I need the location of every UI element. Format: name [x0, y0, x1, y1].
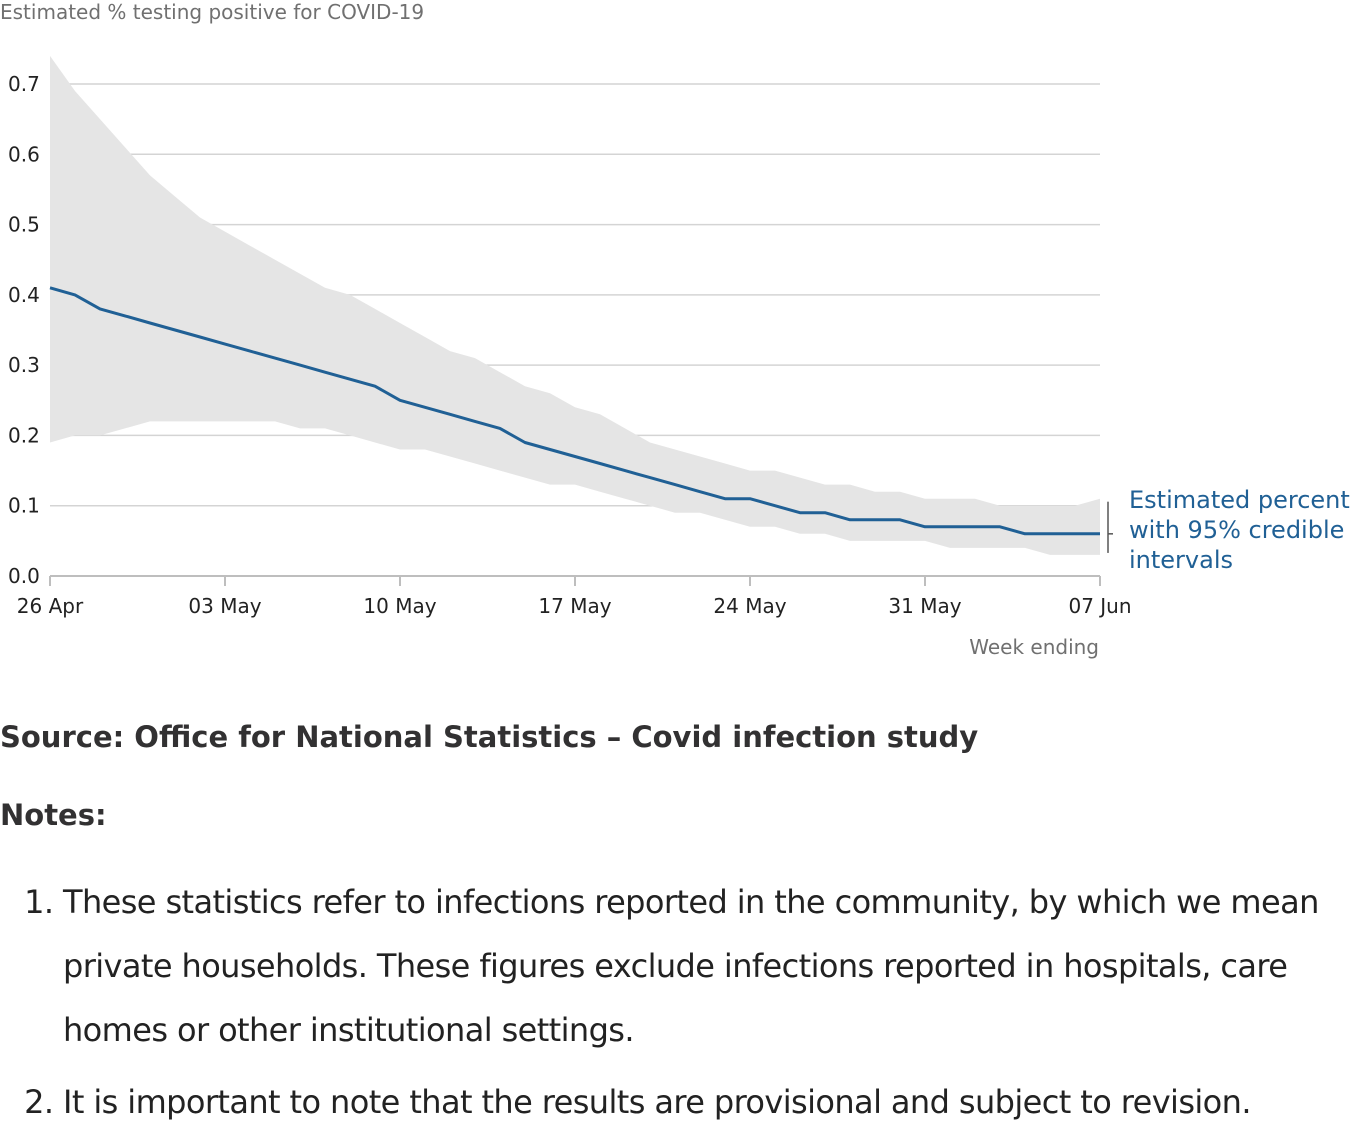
x-tick-label: 17 May: [538, 594, 611, 618]
y-tick-label: 0.6: [8, 142, 40, 166]
y-tick-label: 0.0: [8, 564, 40, 588]
x-tick-label: 26 Apr: [17, 594, 84, 618]
y-tick-label: 0.4: [8, 283, 40, 307]
y-axis: 0.0 0.1 0.2 0.3 0.4 0.5 0.6 0.7: [8, 72, 40, 588]
x-tick-label: 24 May: [713, 594, 786, 618]
notes-heading: Notes:: [0, 798, 107, 832]
note-item: It is important to note that the results…: [63, 1070, 1367, 1134]
chart: Estimated % testing positive for COVID-1…: [0, 0, 1350, 659]
y-tick-label: 0.3: [8, 353, 40, 377]
source-note: Source: Office for National Statistics –…: [0, 720, 979, 754]
annotation-line: Estimated percent: [1129, 486, 1350, 514]
estimate-line: [49, 286, 1100, 536]
y-tick-label: 0.7: [8, 72, 40, 96]
x-tick-label: 10 May: [363, 594, 436, 618]
annotation-line: with 95% credible: [1129, 516, 1344, 544]
x-axis: 26 Apr 03 May 10 May 17 May 24 May 31 May 07 J…: [17, 575, 1132, 618]
y-tick-label: 0.2: [8, 423, 40, 447]
chart-title: Estimated % testing positive for COVID-1…: [0, 0, 424, 24]
x-axis-label: Week ending: [969, 635, 1099, 659]
y-tick-label: 0.1: [8, 494, 40, 518]
x-tick-label: 03 May: [188, 594, 261, 618]
note-item: These statistics refer to infections rep…: [63, 870, 1367, 1062]
notes-list: These statistics refer to infections rep…: [0, 870, 1367, 1142]
annotation-line: intervals: [1129, 546, 1233, 574]
x-tick-label: 31 May: [888, 594, 961, 618]
credible-interval-band: [50, 55, 1100, 555]
x-tick-label: 07 Jun: [1068, 594, 1131, 618]
y-tick-label: 0.5: [8, 213, 40, 237]
